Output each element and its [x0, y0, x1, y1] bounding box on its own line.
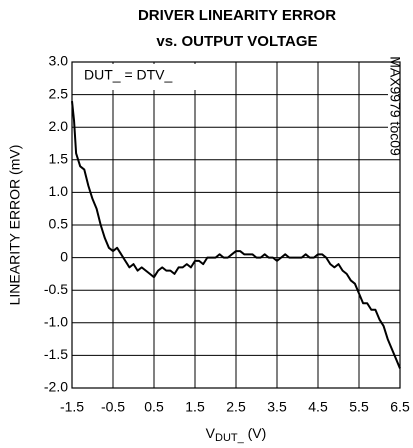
y-tick-label: 3.0 — [49, 53, 69, 69]
x-tick-label: 5.5 — [349, 399, 369, 415]
x-tick-label: -0.5 — [101, 399, 125, 415]
y-tick-label: 0 — [60, 248, 68, 264]
chart-title: vs. OUTPUT VOLTAGE — [156, 33, 317, 50]
x-tick-label: -1.5 — [60, 399, 84, 415]
y-tick-label: 0.5 — [49, 216, 69, 232]
data-line — [71, 101, 401, 369]
annotation-box — [74, 64, 196, 90]
annotation: DUT_ = DTV_ — [84, 67, 173, 83]
x-axis-label-sub: DUT_ — [215, 432, 245, 444]
x-tick-label: 0.5 — [144, 399, 164, 415]
x-tick-label: 2.5 — [226, 399, 246, 415]
plot-frame — [71, 61, 401, 389]
y-tick-label: -1.0 — [44, 314, 68, 330]
y-tick-label: 1.5 — [49, 151, 69, 167]
x-tick-label: 6.5 — [390, 399, 410, 415]
x-tick-label: 3.5 — [267, 399, 287, 415]
x-axis-label: VDUT_ (V) — [206, 425, 267, 444]
y-tick-label: -0.5 — [44, 281, 68, 297]
y-tick-label: 1.0 — [49, 183, 69, 199]
chart-title: DRIVER LINEARITY ERROR — [138, 7, 336, 24]
x-axis-label-rest: (V) — [244, 425, 267, 441]
x-tick-label: 1.5 — [185, 399, 205, 415]
y-tick-label: -1.5 — [44, 346, 68, 362]
side-note-box — [388, 64, 398, 148]
y-tick-label: 2.0 — [49, 118, 69, 134]
y-tick-label: -2.0 — [44, 379, 68, 395]
side-note: MAX9979 toc09 — [387, 56, 403, 156]
y-axis-label: LINEARITY ERROR (mV) — [7, 145, 23, 306]
x-axis-label-main: V — [206, 425, 216, 441]
x-tick-label: 4.5 — [308, 399, 328, 415]
y-tick-label: 2.5 — [49, 85, 69, 101]
